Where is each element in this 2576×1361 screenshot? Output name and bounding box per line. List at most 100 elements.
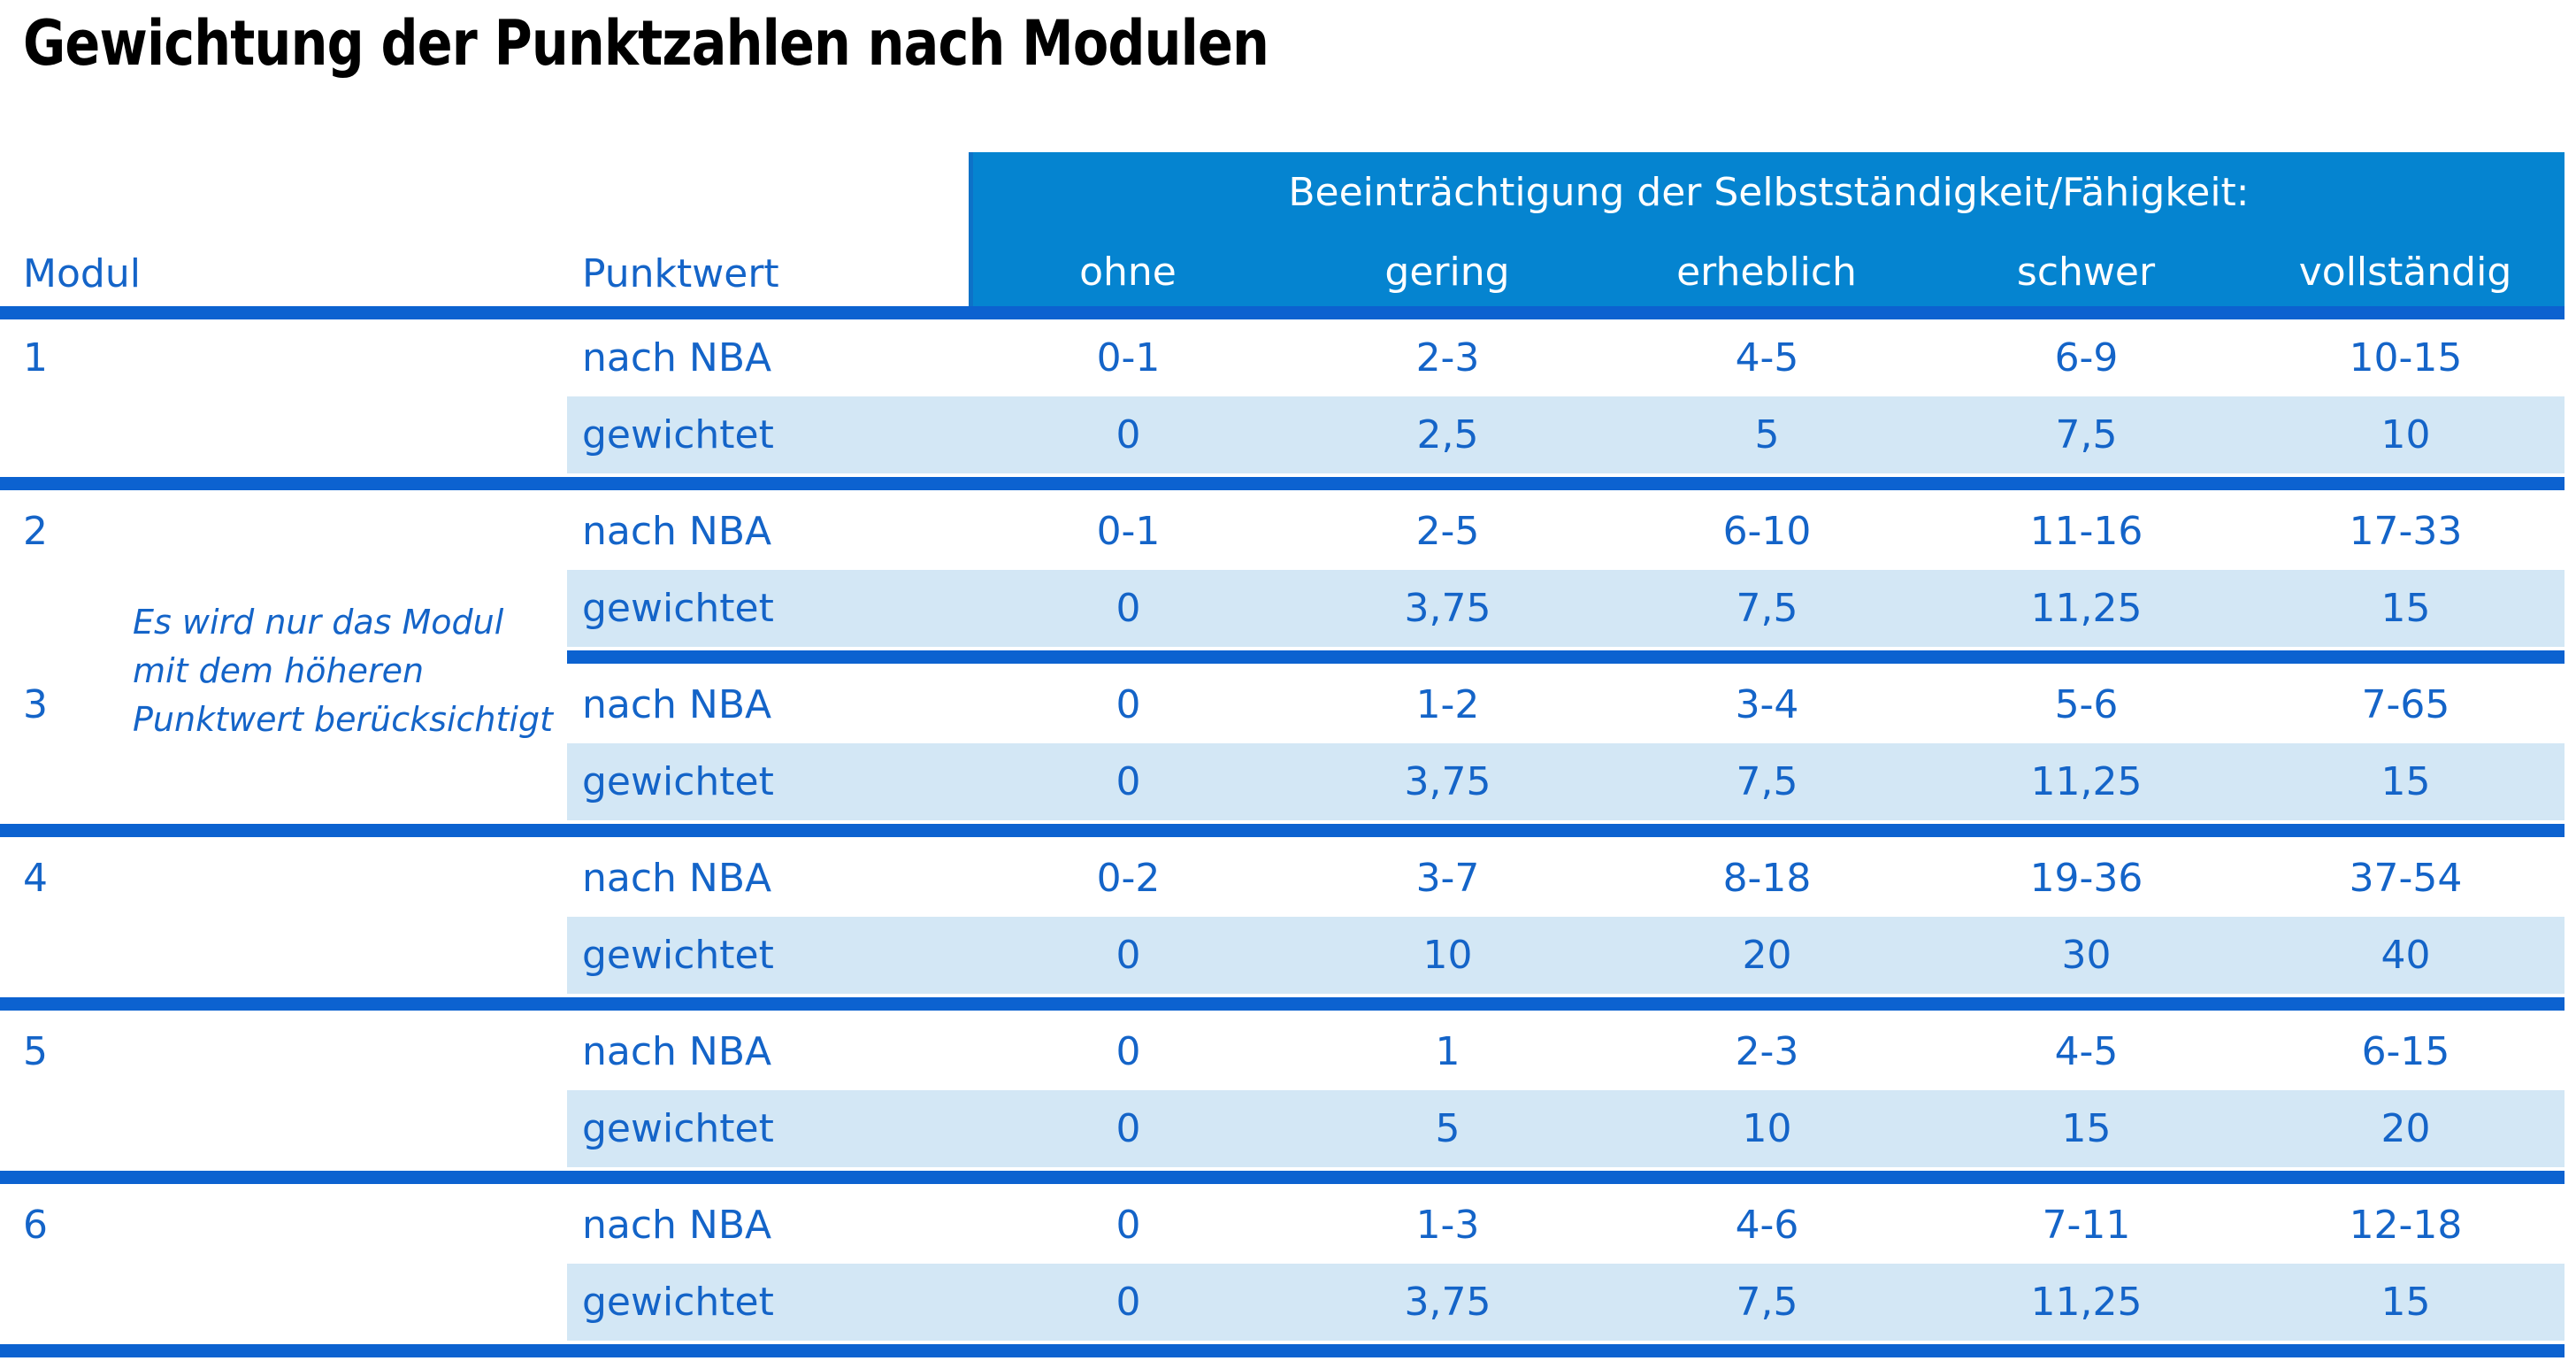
- value-cell: 2,5: [1416, 412, 1479, 458]
- row-label: gewichtet: [582, 1106, 774, 1151]
- value-cell: 7-11: [2042, 1203, 2131, 1248]
- value-cell: 2-3: [1735, 1029, 1799, 1074]
- row-label: nach NBA: [582, 1203, 772, 1248]
- value-cell: 0: [1116, 759, 1141, 804]
- table-row-module5-gewichtet: gewichtet 0 5 10 15 20: [0, 1090, 2564, 1167]
- column-header-punktwert: Punktwert: [582, 251, 779, 296]
- value-cell: 0: [1116, 1203, 1141, 1248]
- separator: [567, 650, 2564, 664]
- table-row-module2-gewichtet: gewichtet 0 3,75 7,5 11,25 15: [0, 570, 2564, 647]
- severity-label-gering: gering: [1384, 250, 1510, 295]
- table-row-module6-gewichtet: gewichtet 0 3,75 7,5 11,25 15: [0, 1264, 2564, 1341]
- separator: [0, 824, 2564, 837]
- value-cell: 15: [2380, 759, 2431, 804]
- value-cell: 6-10: [1722, 509, 1812, 554]
- severity-label-erheblich: erheblich: [1676, 250, 1857, 295]
- row-label: nach NBA: [582, 1029, 772, 1074]
- separator: [0, 1171, 2564, 1184]
- table-row-module2-nba: 2 nach NBA 0-1 2-5 6-10 11-16 17-33: [0, 493, 2564, 570]
- value-cell: 0: [1116, 933, 1141, 978]
- row-label: gewichtet: [582, 933, 774, 978]
- value-cell: 10: [1422, 933, 1473, 978]
- row-label: gewichtet: [582, 586, 774, 631]
- value-cell: 6-15: [2361, 1029, 2450, 1074]
- row-label: gewichtet: [582, 412, 774, 458]
- table-row-module5-nba: 5 nach NBA 0 1 2-3 4-5 6-15: [0, 1013, 2564, 1090]
- value-cell: 1: [1435, 1029, 1460, 1074]
- value-cell: 0: [1116, 1106, 1141, 1151]
- value-cell: 30: [2061, 933, 2112, 978]
- value-cell: 1-3: [1415, 1203, 1480, 1248]
- value-cell: 7,5: [1736, 759, 1798, 804]
- row-highlight: [567, 396, 2564, 473]
- table-row-module4-nba: 4 nach NBA 0-2 3-7 8-18 19-36 37-54: [0, 840, 2564, 917]
- module-number: 4: [23, 856, 48, 901]
- value-cell: 0: [1116, 1280, 1141, 1325]
- separator: [0, 997, 2564, 1011]
- row-label: gewichtet: [582, 1280, 774, 1325]
- value-cell: 3,75: [1404, 1280, 1491, 1325]
- value-cell: 11-16: [2029, 509, 2143, 554]
- value-cell: 8-18: [1722, 856, 1812, 901]
- value-cell: 2-5: [1415, 509, 1480, 554]
- row-label: nach NBA: [582, 335, 772, 381]
- table-row-module6-nba: 6 nach NBA 0 1-3 4-6 7-11 12-18: [0, 1187, 2564, 1264]
- row-label: nach NBA: [582, 682, 772, 727]
- separator: [0, 477, 2564, 490]
- severity-label-schwer: schwer: [2016, 250, 2156, 295]
- module-number: 6: [23, 1203, 48, 1248]
- value-cell: 7,5: [1736, 1280, 1798, 1325]
- value-cell: 4-6: [1735, 1203, 1799, 1248]
- note-line: mit dem höheren: [133, 651, 425, 690]
- value-cell: 40: [2380, 933, 2431, 978]
- value-cell: 6-9: [2054, 335, 2119, 381]
- separator: [0, 306, 2564, 319]
- separator: [0, 1344, 2564, 1357]
- value-cell: 4-5: [2054, 1029, 2119, 1074]
- value-cell: 0: [1116, 682, 1141, 727]
- value-cell: 17-33: [2349, 509, 2463, 554]
- value-cell: 2-3: [1415, 335, 1480, 381]
- note-line: Punktwert berücksichtigt: [133, 700, 553, 739]
- row-highlight: [567, 1264, 2564, 1341]
- row-label: nach NBA: [582, 509, 772, 554]
- value-cell: 3-4: [1735, 682, 1799, 727]
- value-cell: 0: [1116, 1029, 1141, 1074]
- value-cell: 7,5: [1736, 586, 1798, 631]
- value-cell: 15: [2380, 586, 2431, 631]
- value-cell: 20: [1742, 933, 1792, 978]
- note: Es wird nur das Modul mit dem höheren Pu…: [133, 598, 553, 744]
- table-row-module3-nba: 3 nach NBA 0 1-2 3-4 5-6 7-65: [0, 666, 2564, 743]
- table-row-module4-gewichtet: gewichtet 0 10 20 30 40: [0, 917, 2564, 994]
- value-cell: 20: [2380, 1106, 2431, 1151]
- value-cell: 0: [1116, 586, 1141, 631]
- note-line: Es wird nur das Modul: [133, 603, 504, 642]
- row-highlight: [567, 917, 2564, 994]
- value-cell: 7,5: [2055, 412, 2118, 458]
- value-cell: 11,25: [2030, 586, 2143, 631]
- module-number: 1: [23, 335, 48, 381]
- value-cell: 19-36: [2029, 856, 2143, 901]
- table-row-module1-gewichtet: gewichtet 0 2,5 5 7,5 10: [0, 396, 2564, 473]
- value-cell: 3,75: [1404, 759, 1491, 804]
- value-cell: 3,75: [1404, 586, 1491, 631]
- module-number: 5: [23, 1029, 48, 1074]
- row-highlight: [567, 743, 2564, 820]
- value-cell: 11,25: [2030, 1280, 2143, 1325]
- value-cell: 10-15: [2349, 335, 2463, 381]
- row-label: gewichtet: [582, 759, 774, 804]
- row-highlight: [567, 1090, 2564, 1167]
- page-title: Gewichtung der Punktzahlen nach Modulen: [23, 7, 1269, 80]
- severity-label-vollstaendig: vollständig: [2298, 250, 2512, 295]
- value-cell: 0-2: [1096, 856, 1161, 901]
- row-highlight: [567, 570, 2564, 647]
- value-cell: 10: [1742, 1106, 1792, 1151]
- module-number: 2: [23, 509, 48, 554]
- value-cell: 3-7: [1415, 856, 1480, 901]
- table-row-module1-nba: 1 nach NBA 0-1 2-3 4-5 6-9 10-15: [0, 319, 2564, 396]
- value-cell: 5: [1435, 1106, 1460, 1151]
- severity-header-block: Beeinträchtigung der Selbstständigkeit/F…: [969, 152, 2564, 306]
- value-cell: 10: [2380, 412, 2431, 458]
- value-cell: 37-54: [2349, 856, 2463, 901]
